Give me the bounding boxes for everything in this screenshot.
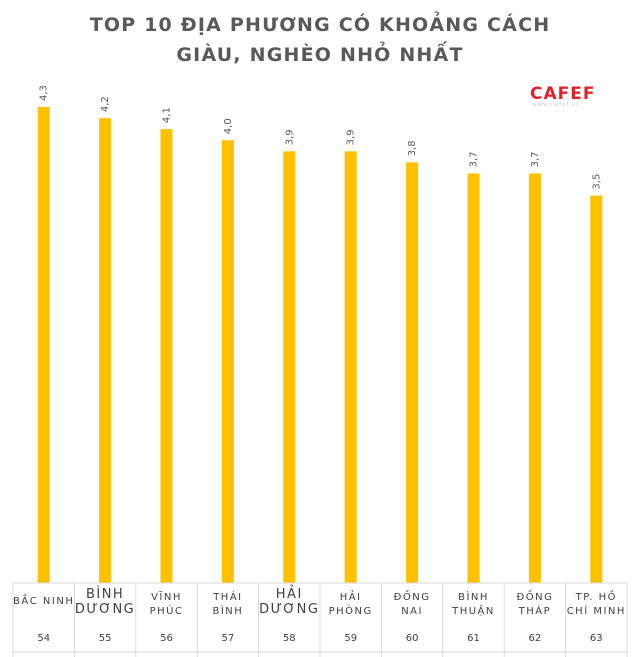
bar-10 — [590, 195, 603, 583]
logo-url: www.cafef.vn — [532, 102, 580, 108]
bar-4 — [221, 140, 234, 583]
cafef-logo: CAFEF www.cafef.vn — [530, 84, 595, 108]
category-label-10-line-2: CHÍ MINH — [567, 604, 626, 617]
chart-title-line-2: GIÀU, NGHÈO NHỎ NHẤT — [176, 44, 464, 66]
rank-label-2: 55 — [99, 633, 112, 644]
category-label-8-line-1: BÌNH — [458, 590, 489, 603]
value-label-8: 3,7 — [469, 151, 480, 167]
rank-label-1: 54 — [37, 633, 50, 644]
rank-label-6: 59 — [344, 633, 357, 644]
bar-3 — [160, 129, 173, 583]
chart-title: TOP 10 ĐỊA PHƯƠNG CÓ KHOẢNG CÁCH GIÀU, N… — [0, 10, 640, 70]
category-label-7-line-2: NAI — [401, 606, 423, 617]
chart-title-line-1: TOP 10 ĐỊA PHƯƠNG CÓ KHOẢNG CÁCH — [89, 14, 551, 36]
bar-8 — [467, 173, 480, 583]
value-label-3: 4,1 — [162, 107, 173, 123]
value-label-4: 4,0 — [223, 118, 234, 134]
category-label-3-line-1: VĨNH — [151, 590, 182, 603]
bar-9 — [528, 173, 541, 583]
bar-1 — [37, 107, 50, 583]
value-label-10: 3,5 — [591, 174, 602, 190]
category-label-2-line-1: BÌNH — [86, 586, 124, 602]
category-label-3-line-2: PHÚC — [150, 604, 184, 617]
category-label-10-line-1: TP. HỒ — [575, 589, 617, 603]
rank-label-5: 58 — [283, 633, 296, 644]
category-label-5-line-1: HẢI — [276, 585, 303, 602]
rank-label-7: 60 — [406, 633, 419, 644]
category-label-7-line-1: ĐỒNG — [394, 589, 431, 603]
bar-5 — [283, 151, 296, 584]
category-label-2-line-2: DƯƠNG — [75, 602, 135, 617]
category-label-9-line-1: ĐỒNG — [516, 589, 553, 603]
category-label-6-line-1: HẢI — [340, 589, 362, 603]
value-label-1: 4,3 — [39, 85, 50, 101]
category-label-6-line-2: PHÒNG — [329, 604, 373, 617]
value-label-5: 3,9 — [284, 129, 295, 145]
rank-label-8: 61 — [467, 633, 480, 644]
bar-6 — [344, 151, 357, 584]
category-label-4-line-1: THÁI — [212, 590, 242, 603]
rank-label-10: 63 — [590, 633, 603, 644]
value-label-7: 3,8 — [407, 140, 418, 156]
category-label-4-line-2: BÌNH — [212, 604, 243, 617]
category-label-9-line-2: THÁP — [518, 604, 552, 617]
rank-label-4: 57 — [222, 633, 235, 644]
bar-2 — [99, 118, 112, 583]
category-label-5-line-2: DƯƠNG — [259, 602, 319, 617]
value-label-6: 3,9 — [346, 129, 357, 145]
rank-label-9: 62 — [529, 633, 542, 644]
value-label-9: 3,7 — [530, 151, 541, 167]
category-label-1-line-1: BẮC NINH — [13, 593, 74, 607]
bar-7 — [406, 162, 419, 584]
rank-label-3: 56 — [160, 633, 173, 644]
logo-text: CAFEF — [530, 84, 595, 104]
value-label-2: 4,2 — [100, 96, 111, 112]
category-label-8-line-2: THUẬN — [451, 604, 495, 617]
